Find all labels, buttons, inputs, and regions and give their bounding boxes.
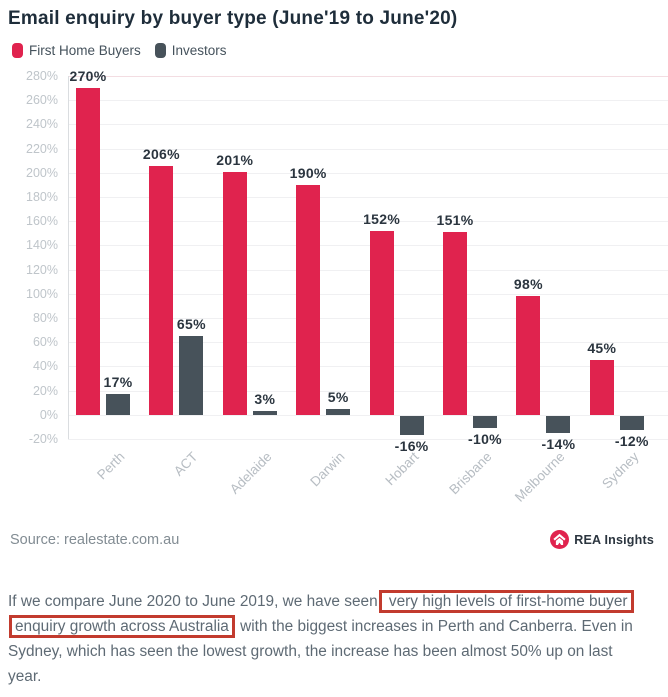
legend-label: First Home Buyers bbox=[29, 43, 141, 58]
bar-investors bbox=[252, 411, 277, 415]
bar-first-home-buyers bbox=[149, 165, 174, 415]
highlight-box: enquiry growth across Australia bbox=[9, 615, 235, 638]
commentary-text: year. bbox=[8, 668, 42, 685]
house-icon bbox=[550, 530, 570, 549]
commentary-paragraph: If we compare June 2020 to June 2019, we… bbox=[8, 589, 656, 689]
bar-value-label: 3% bbox=[254, 391, 276, 408]
chart-title: Email enquiry by buyer type (June'19 to … bbox=[8, 8, 458, 29]
bar-value-label: 45% bbox=[587, 340, 617, 357]
bar-investors bbox=[106, 394, 130, 415]
bar-chart: 280% 260% 240% 220% 200% 180% 160% 140% 120% 100%… bbox=[8, 64, 668, 516]
y-axis-tick-label: 120% bbox=[26, 262, 58, 277]
highlight-box: very high levels of first-home buyer bbox=[378, 590, 634, 613]
y-axis-tick-label: 160% bbox=[26, 214, 58, 229]
commentary-text: Sydney, which has seen the lowest growth… bbox=[8, 643, 613, 660]
commentary-line: Sydney, which has seen the lowest growth… bbox=[8, 639, 656, 664]
gridline bbox=[68, 414, 668, 416]
y-axis-tick-label: 80% bbox=[32, 311, 58, 325]
gridline bbox=[68, 221, 668, 223]
gridline bbox=[68, 148, 668, 150]
gridline bbox=[68, 269, 668, 271]
commentary-text: If we compare June 2020 to June 2019, we… bbox=[8, 593, 378, 610]
y-axis-tick-label: 20% bbox=[32, 383, 58, 398]
legend-item: First Home Buyers bbox=[12, 43, 141, 58]
commentary-line: year. bbox=[8, 664, 656, 689]
y-axis-tick-label: 0% bbox=[39, 407, 58, 422]
bar-first-home-buyers bbox=[369, 230, 394, 415]
gridline bbox=[68, 342, 668, 344]
y-axis-tick-label: 100% bbox=[26, 286, 58, 301]
bar-first-home-buyers bbox=[296, 184, 321, 415]
bar-value-label: 206% bbox=[142, 145, 180, 162]
bar-investors bbox=[326, 408, 351, 415]
bar-first-home-buyers bbox=[222, 171, 247, 415]
bar-value-label: 201% bbox=[216, 151, 254, 168]
y-axis-tick-label: -20% bbox=[28, 432, 58, 446]
legend-label: Investors bbox=[171, 43, 227, 58]
y-axis-tick-label: 60% bbox=[32, 335, 58, 350]
y-axis-tick-label: 260% bbox=[26, 93, 58, 108]
y-axis-tick-label: 40% bbox=[32, 359, 58, 374]
bar-value-label: 17% bbox=[103, 374, 133, 391]
x-axis-category-label: Sydney bbox=[598, 449, 642, 492]
y-axis-line bbox=[68, 76, 69, 439]
legend-item: Investors bbox=[154, 43, 227, 58]
y-axis-tick-label: 140% bbox=[26, 238, 58, 253]
legend-swatch bbox=[154, 43, 166, 58]
bar-value-label: -14% bbox=[541, 435, 576, 452]
bar-investors bbox=[399, 415, 424, 436]
bar-investors bbox=[619, 415, 644, 431]
bar-value-label: 98% bbox=[513, 276, 543, 293]
y-axis-tick-label: 280% bbox=[26, 69, 58, 83]
bar-investors bbox=[473, 415, 497, 428]
brand-name: REA Insights bbox=[574, 532, 654, 547]
commentary-text: with the biggest increases in Perth and … bbox=[235, 618, 633, 635]
bar-value-label: 65% bbox=[176, 316, 206, 333]
legend: First Home Buyers Investors bbox=[12, 43, 662, 58]
gridline bbox=[68, 318, 668, 319]
bar-value-label: -10% bbox=[468, 430, 502, 447]
y-axis-tick-label: 200% bbox=[26, 165, 58, 180]
commentary-line: enquiry growth across Australia with the… bbox=[8, 614, 656, 639]
commentary-line: If we compare June 2020 to June 2019, we… bbox=[8, 589, 656, 614]
y-axis-tick-label: 180% bbox=[26, 190, 58, 204]
source-row: Source: realestate.com.au REA Insights bbox=[10, 530, 654, 549]
gridline bbox=[68, 439, 668, 440]
bar-value-label: -12% bbox=[614, 433, 649, 450]
gridline bbox=[68, 76, 668, 77]
bar-value-label: -16% bbox=[394, 438, 429, 455]
y-axis-tick-label: 240% bbox=[26, 117, 58, 132]
gridline bbox=[68, 293, 668, 295]
gridline bbox=[68, 124, 668, 126]
bar-value-label: 152% bbox=[363, 210, 401, 227]
bar-first-home-buyers bbox=[516, 296, 541, 415]
legend-swatch bbox=[12, 43, 23, 58]
bar-investors bbox=[179, 336, 204, 415]
bar-first-home-buyers bbox=[589, 360, 614, 415]
bar-value-label: 190% bbox=[289, 164, 327, 181]
gridline bbox=[68, 366, 668, 368]
bar-value-label: 151% bbox=[436, 212, 474, 229]
bar-investors bbox=[546, 415, 571, 433]
gridline bbox=[68, 390, 668, 392]
bar-value-label: 270% bbox=[69, 68, 107, 85]
gridline bbox=[68, 245, 668, 247]
y-axis-tick-label: 220% bbox=[26, 141, 58, 156]
bar-first-home-buyers bbox=[76, 88, 100, 415]
source-text: Source: realestate.com.au bbox=[10, 531, 180, 548]
bar-value-label: 5% bbox=[327, 388, 349, 405]
gridline bbox=[68, 197, 668, 198]
rea-insights-logo: REA Insights bbox=[550, 530, 654, 549]
gridline bbox=[68, 172, 668, 174]
bar-first-home-buyers bbox=[443, 232, 467, 415]
gridline bbox=[68, 100, 668, 102]
